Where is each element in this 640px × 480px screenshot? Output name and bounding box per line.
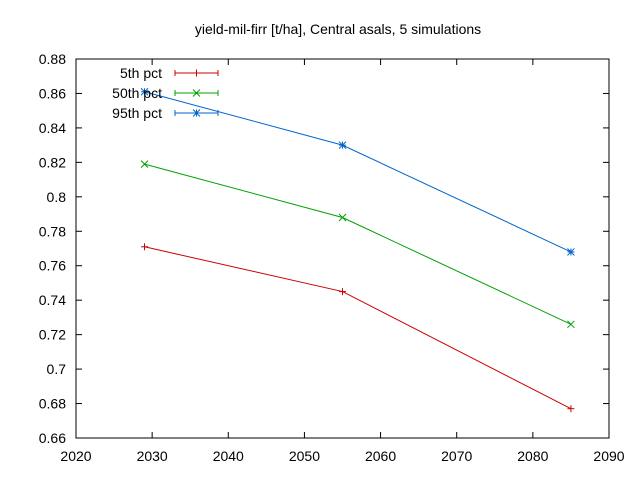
y-tick-label: 0.72 (39, 327, 66, 343)
data-point (338, 141, 347, 149)
y-tick-label: 0.88 (39, 51, 66, 67)
x-tick-label: 2090 (593, 448, 624, 464)
x-tick-label: 2050 (289, 448, 320, 464)
series-line-1 (144, 246, 572, 410)
data-point (567, 248, 575, 256)
y-tick-label: 0.74 (39, 292, 66, 308)
y-tick-label: 0.68 (39, 396, 66, 412)
x-tick-label: 2030 (137, 448, 168, 464)
data-point (567, 405, 575, 413)
y-tick-label: 0.84 (39, 120, 66, 136)
data-point (338, 213, 347, 222)
y-tick-label: 0.76 (39, 258, 66, 274)
chart-title: yield-mil-firr [t/ha], Central asals, 5 … (195, 21, 481, 37)
legend-label: 5th pct (120, 65, 162, 81)
data-point (140, 160, 149, 168)
x-tick-label: 2070 (441, 448, 472, 464)
x-tick-label: 2060 (365, 448, 396, 464)
plot-frame (75, 58, 610, 439)
series-layer (140, 87, 575, 413)
x-tick-label: 2080 (517, 448, 548, 464)
series-line-3 (144, 91, 572, 253)
y-tick-label: 0.8 (47, 189, 67, 205)
data-point (567, 320, 575, 329)
legend-label: 50th pct (112, 85, 162, 101)
legend-marker (192, 89, 201, 97)
legend: 5th pct 50th pct 95th pct (112, 65, 219, 121)
y-axis: 0.66 0.68 0.7 0.72 0.74 0.76 0.78 0.8 0.82 0.84 0.… (39, 51, 609, 446)
y-tick-label: 0.86 (39, 85, 66, 101)
legend-label: 95th pct (112, 105, 162, 121)
data-point (140, 87, 149, 96)
x-tick-label: 2040 (213, 448, 244, 464)
y-tick-label: 0.82 (39, 154, 66, 170)
y-tick-label: 0.66 (39, 430, 66, 446)
series-line-2 (144, 163, 572, 325)
legend-marker (193, 69, 200, 77)
data-point (141, 243, 149, 251)
x-tick-label: 2020 (60, 448, 91, 464)
data-point (339, 288, 346, 296)
y-tick-label: 0.78 (39, 223, 66, 239)
x-axis: 2020 2030 2040 2050 2060 2070 2080 2090 (60, 59, 625, 464)
legend-marker (192, 109, 201, 117)
y-tick-label: 0.7 (47, 361, 67, 377)
